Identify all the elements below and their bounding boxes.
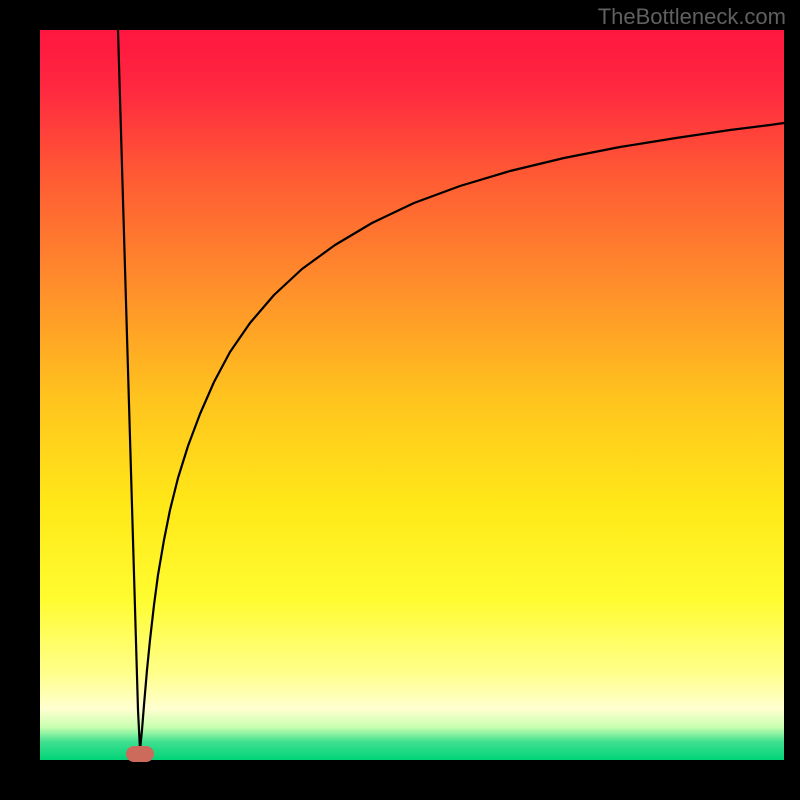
curve-layer xyxy=(0,0,800,800)
curve-path xyxy=(118,30,784,750)
valley-marker xyxy=(126,746,154,762)
watermark-text: TheBottleneck.com xyxy=(598,4,786,30)
chart-frame: TheBottleneck.com xyxy=(0,0,800,800)
